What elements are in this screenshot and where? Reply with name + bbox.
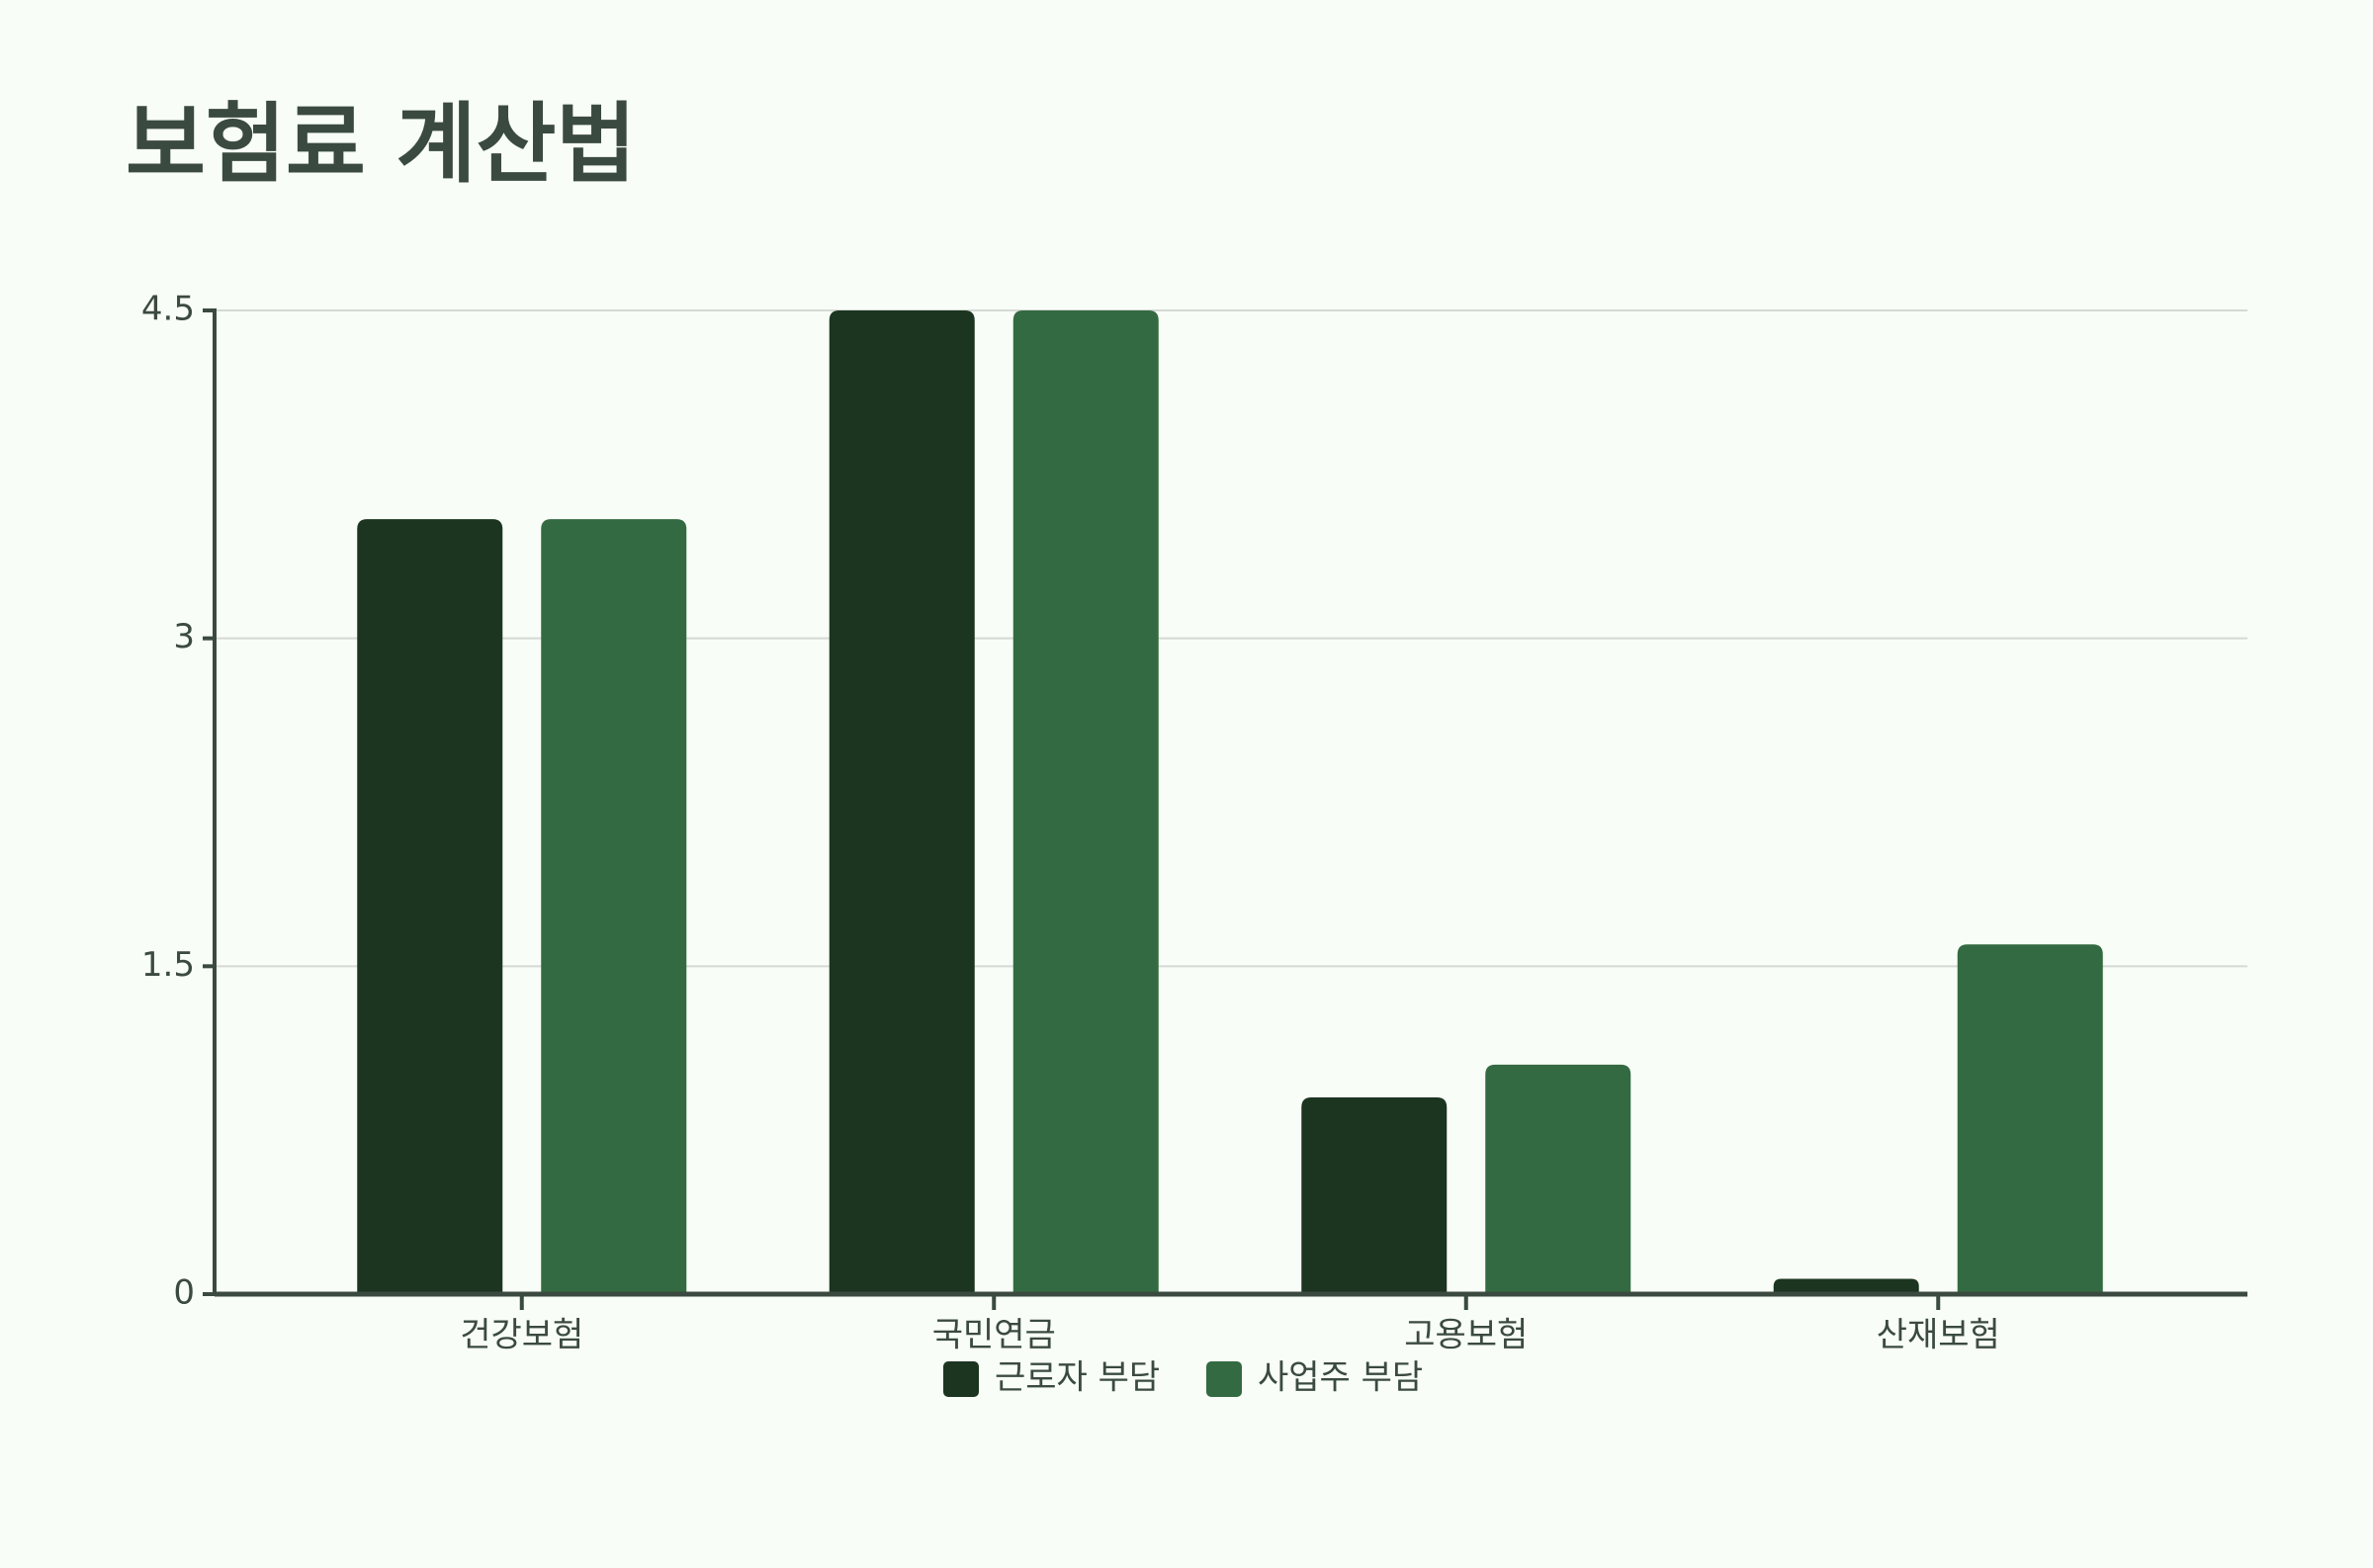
y-tick-label: 1.5 (141, 945, 195, 985)
y-tick-label: 3 (173, 617, 195, 656)
x-tick-label: 고용보험 (1404, 1316, 1528, 1355)
legend-swatch (1206, 1361, 1242, 1397)
bar (541, 519, 687, 1294)
legend-label: 사업주 부담 (1258, 1358, 1423, 1398)
bar (829, 310, 975, 1294)
y-tick-label: 4.5 (141, 290, 195, 329)
chart-title: 보험료 계산법 (126, 93, 636, 195)
bar (1773, 1278, 1919, 1294)
bar (1012, 310, 1159, 1294)
x-tick-label: 산재보험 (1877, 1316, 2000, 1355)
y-tick-label: 0 (173, 1273, 195, 1313)
bar (1485, 1064, 1631, 1294)
bar (1301, 1097, 1448, 1294)
x-tick-label: 국민연금 (932, 1316, 1056, 1355)
legend-label: 근로자 부담 (995, 1358, 1160, 1398)
bar (357, 519, 503, 1294)
legend-swatch (943, 1361, 979, 1397)
x-tick-label: 건강보험 (460, 1316, 583, 1355)
bar (1957, 944, 2103, 1294)
